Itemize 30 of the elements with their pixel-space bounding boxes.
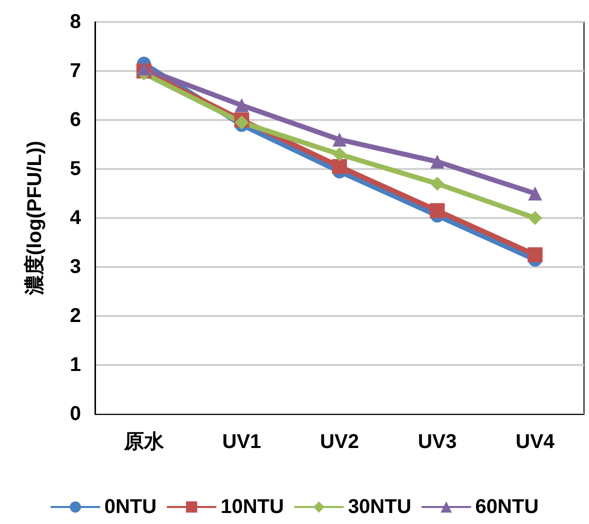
x-tick-label: 原水 [122, 431, 165, 453]
x-tick-label: UV1 [222, 431, 262, 453]
point [528, 186, 542, 200]
legend-label: 0NTU [104, 496, 157, 518]
y-tick-label: 3 [70, 256, 81, 278]
point [528, 211, 542, 225]
y-tick-label: 6 [70, 109, 81, 131]
point [430, 176, 444, 191]
x-tick-label: UV2 [320, 431, 359, 453]
legend-label: 10NTU [220, 496, 284, 518]
x-tick-label: UV4 [516, 431, 556, 453]
point [332, 132, 346, 147]
y-tick-label: 1 [70, 354, 81, 376]
y-tick-label: 4 [70, 207, 82, 229]
point [234, 98, 249, 112]
point [430, 154, 444, 169]
y-axis-title: 濃度(log(PFU/L)) [23, 140, 46, 296]
y-tick-label: 2 [70, 305, 81, 327]
point [136, 62, 151, 76]
point [332, 147, 346, 162]
y-tick-label: 0 [70, 403, 81, 425]
point [430, 203, 445, 218]
y-tick-label: 5 [70, 158, 81, 180]
legend-label: 60NTU [475, 496, 539, 518]
y-tick-label: 8 [70, 11, 81, 33]
x-tick-label: UV3 [418, 431, 457, 453]
point [332, 159, 347, 174]
legend-label: 30NTU [348, 496, 412, 518]
point [528, 247, 543, 262]
y-tick-label: 7 [70, 60, 81, 82]
